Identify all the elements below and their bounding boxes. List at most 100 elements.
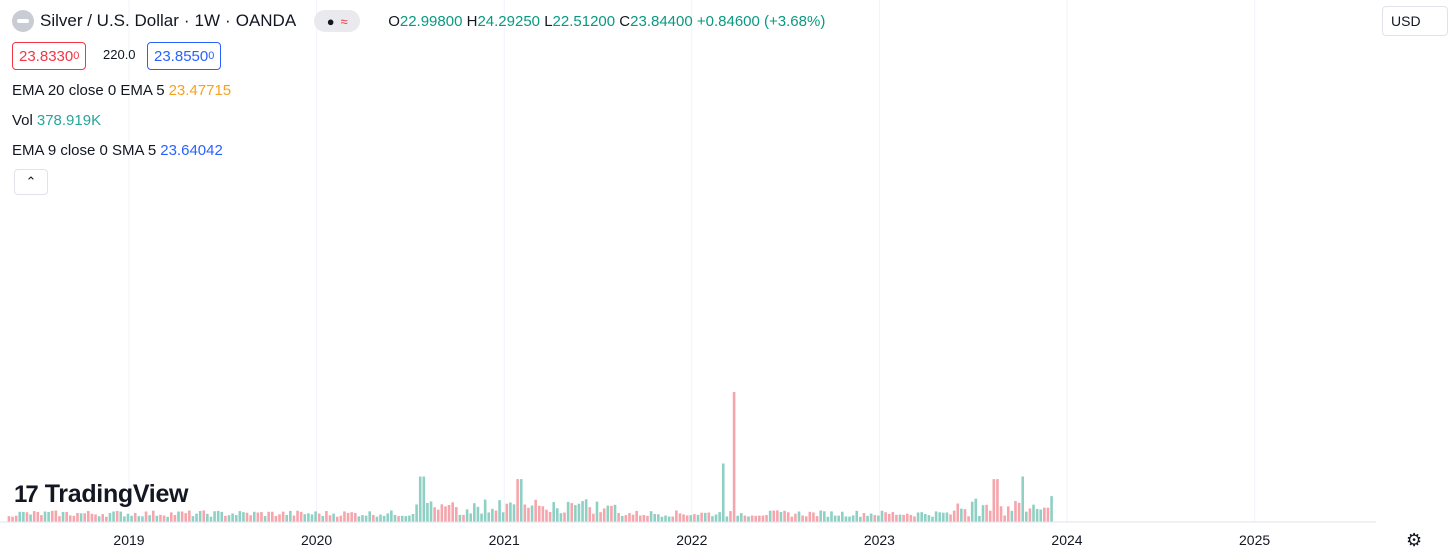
volume-bar xyxy=(462,514,465,522)
volume-bar xyxy=(523,504,527,522)
indicator-value: 23.64042 xyxy=(160,142,223,159)
volume-bar xyxy=(382,515,386,522)
volume-bar xyxy=(685,515,689,522)
buy-button[interactable]: 23.8550 0 xyxy=(147,42,222,70)
volume-bar xyxy=(988,510,992,522)
volume-bar xyxy=(624,515,628,522)
volume-bar xyxy=(130,515,133,522)
x-tick-label: 2019 xyxy=(113,532,144,548)
close-label: C xyxy=(619,12,631,30)
volume-bar xyxy=(812,512,815,522)
volume-bar xyxy=(188,510,191,522)
volume-bar xyxy=(844,516,848,522)
volume-bar xyxy=(880,510,884,522)
indicator-ema9[interactable]: EMA 9 close 0 SMA 5 23.64042 xyxy=(12,142,223,159)
currency-select[interactable]: USD xyxy=(1382,6,1448,36)
volume-bar xyxy=(263,516,267,522)
volume-bar xyxy=(913,516,916,522)
volume-bar xyxy=(696,514,700,522)
volume-bar xyxy=(454,507,458,522)
volume-bar xyxy=(97,516,101,522)
collapse-legend-button[interactable]: ⌃ xyxy=(14,169,48,195)
volume-bar xyxy=(162,515,166,522)
volume-bar xyxy=(765,514,768,522)
exchange: OANDA xyxy=(235,11,297,30)
interval[interactable]: 1W xyxy=(194,11,221,30)
volume-bar xyxy=(819,510,822,522)
low-label: L xyxy=(544,12,553,30)
volume-bar xyxy=(610,505,613,522)
volume-bar xyxy=(177,511,180,522)
volume-bar xyxy=(303,514,307,522)
silver-logo-icon xyxy=(12,10,34,32)
indicator-volume[interactable]: Vol 378.919K xyxy=(12,112,101,129)
volume-bar xyxy=(747,516,750,522)
volume-bar xyxy=(855,510,859,522)
volume-bar xyxy=(119,511,123,522)
volume-bar xyxy=(804,516,808,522)
volume-bar xyxy=(570,503,574,522)
x-tick-label: 2020 xyxy=(301,532,332,548)
volume-bar xyxy=(491,508,494,522)
gear-icon[interactable]: ⚙ xyxy=(1406,530,1423,550)
volume-bar xyxy=(739,513,743,522)
volume-bar xyxy=(848,516,851,522)
volume-bar xyxy=(909,514,913,522)
volume-bar xyxy=(379,514,382,522)
volume-bar xyxy=(548,511,552,522)
wave-icon: ≈ xyxy=(340,13,348,29)
volume-bar xyxy=(617,512,620,522)
compare-pill[interactable]: ● ≈ xyxy=(314,10,361,32)
volume-bar xyxy=(779,511,783,522)
volume-bar xyxy=(87,511,90,522)
volume-bar xyxy=(902,514,905,522)
volume-bar xyxy=(216,510,220,522)
volume-bar xyxy=(595,501,599,522)
volume-bar xyxy=(1010,510,1014,522)
volume-bar xyxy=(79,513,83,522)
volume-bar xyxy=(281,511,285,522)
x-tick-label: 2024 xyxy=(1051,532,1082,548)
volume-bar xyxy=(43,511,47,522)
volume-bar xyxy=(126,513,130,522)
ask-pip: 0 xyxy=(208,50,215,62)
volume-bar xyxy=(7,516,11,522)
volume-bar xyxy=(494,510,498,522)
volume-bar xyxy=(736,515,739,522)
volume-bar xyxy=(797,511,801,522)
volume-bar xyxy=(83,513,86,522)
volume-bar xyxy=(552,502,555,522)
volume-bar xyxy=(758,515,761,522)
volume-bar xyxy=(718,512,721,522)
volume-bar xyxy=(703,512,707,522)
volume-bar xyxy=(999,506,1003,522)
open-value: 22.99800 xyxy=(399,12,463,30)
sell-button[interactable]: 23.8330 0 xyxy=(12,42,87,70)
volume-bar xyxy=(678,513,682,522)
volume-bar xyxy=(981,505,985,522)
ohlc-values: O22.99800 H24.29250 L22.51200 C23.84400 … xyxy=(388,13,825,30)
volume-bar xyxy=(469,513,473,522)
volume-bar xyxy=(483,499,487,522)
volume-bar xyxy=(638,515,642,522)
volume-bar xyxy=(786,512,790,522)
volume-bar xyxy=(862,513,866,522)
volume-bar xyxy=(397,516,400,522)
volume-bar xyxy=(195,513,198,522)
volume-bar xyxy=(556,508,559,522)
volume-bar xyxy=(1050,496,1053,522)
low-value: 22.51200 xyxy=(552,12,616,30)
indicator-ema20[interactable]: EMA 20 close 0 EMA 5 23.47715 xyxy=(12,82,231,99)
volume-bar xyxy=(307,513,310,522)
volume-bar xyxy=(14,515,18,522)
volume-bar xyxy=(830,511,833,522)
volume-bar xyxy=(422,476,426,522)
volume-bar xyxy=(433,507,436,522)
symbol-name[interactable]: Silver / U.S. Dollar xyxy=(40,11,179,30)
volume-bar xyxy=(1035,508,1039,522)
volume-bar xyxy=(151,510,155,522)
volume-bar xyxy=(191,516,195,522)
volume-bar xyxy=(1021,476,1024,522)
volume-bar xyxy=(877,515,880,522)
